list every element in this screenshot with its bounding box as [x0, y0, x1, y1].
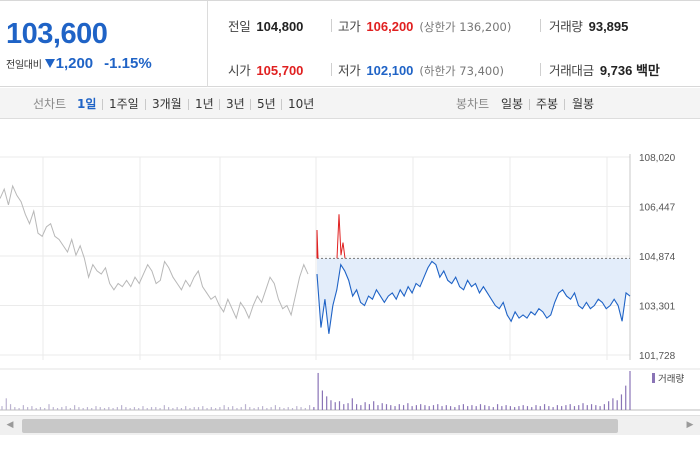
- y-tick-label: 103,301: [639, 302, 676, 313]
- toolbar-divider: [281, 99, 282, 110]
- tab-period-10y[interactable]: 10년: [288, 97, 315, 111]
- stock-quote-panel: 103,600 전일대비 1,200 -1.15% 전일 104,800 고가 …: [0, 0, 700, 87]
- candle-chart-title: 봉차트: [456, 97, 490, 111]
- tab-candle-monthly[interactable]: 월봉: [572, 97, 595, 111]
- y-tick-label: 101,728: [639, 351, 676, 362]
- y-tick-label: 104,874: [639, 252, 676, 263]
- toolbar-divider: [145, 99, 146, 110]
- stat-volume: 거래량 93,895: [549, 19, 629, 34]
- change-percent: -1.15%: [104, 54, 152, 72]
- price-chart: 108,020 106,447 104,874 103,301 101,728: [0, 120, 700, 415]
- stat-trade-value: 거래대금 9,736 백만: [549, 63, 660, 78]
- down-arrow-icon: [44, 58, 55, 68]
- scrollbar-thumb[interactable]: [22, 419, 618, 433]
- stat-divider: [540, 63, 541, 76]
- stat-prev-close: 전일 104,800: [228, 19, 304, 34]
- chart-toolbar: 선차트 1일 1주일 3개월 1년 3년 5년 10년 봉차트 일봉 주봉 월봉: [0, 88, 700, 119]
- stat-divider: [331, 63, 332, 76]
- price-change-row: 전일대비 1,200 -1.15%: [6, 54, 152, 72]
- tab-period-5y[interactable]: 5년: [257, 97, 276, 111]
- current-price-box: 103,600 전일대비 1,200 -1.15%: [0, 1, 208, 87]
- change-label: 전일대비: [6, 59, 42, 71]
- stat-divider: [331, 19, 332, 32]
- tab-candle-daily[interactable]: 일봉: [501, 97, 524, 111]
- shaded-area: [317, 258, 630, 334]
- stat-low: 저가 102,100 (하한가 73,400): [338, 63, 505, 78]
- tab-period-1d[interactable]: 1일: [77, 97, 97, 111]
- up-spike: [336, 214, 346, 259]
- y-tick-label: 106,447: [639, 203, 676, 214]
- toolbar-divider: [219, 99, 220, 110]
- price-chart-svg: 108,020 106,447 104,874 103,301 101,728: [0, 153, 700, 411]
- change-amount: 1,200: [55, 54, 94, 72]
- tab-period-3y[interactable]: 3년: [226, 97, 245, 111]
- toolbar-divider: [564, 99, 565, 110]
- series-line-today: [316, 260, 631, 334]
- toolbar-divider: [529, 99, 530, 110]
- stat-divider: [540, 19, 541, 32]
- volume-legend: 거래량: [652, 371, 684, 385]
- up-spike: [316, 229, 319, 259]
- tab-period-3m[interactable]: 3개월: [152, 97, 182, 111]
- toolbar-divider: [188, 99, 189, 110]
- toolbar-divider: [250, 99, 251, 110]
- volume-legend-swatch: [652, 373, 655, 383]
- line-chart-title: 선차트: [33, 97, 67, 111]
- current-price: 103,600: [6, 18, 108, 50]
- tab-period-1y[interactable]: 1년: [195, 97, 214, 111]
- stat-high: 고가 106,200 (상한가 136,200): [338, 19, 512, 34]
- chart-scrollbar[interactable]: ◀ ▶: [0, 415, 700, 435]
- scroll-right-icon[interactable]: ▶: [686, 420, 694, 430]
- tab-candle-weekly[interactable]: 주봉: [536, 97, 559, 111]
- series-line-previous: [0, 184, 309, 320]
- toolbar-divider: [102, 99, 103, 110]
- scroll-left-icon[interactable]: ◀: [6, 420, 14, 430]
- volume-legend-label: 거래량: [658, 374, 685, 385]
- y-tick-label: 108,020: [639, 153, 676, 164]
- tab-period-1w[interactable]: 1주일: [109, 97, 139, 111]
- stat-open: 시가 105,700: [228, 63, 304, 78]
